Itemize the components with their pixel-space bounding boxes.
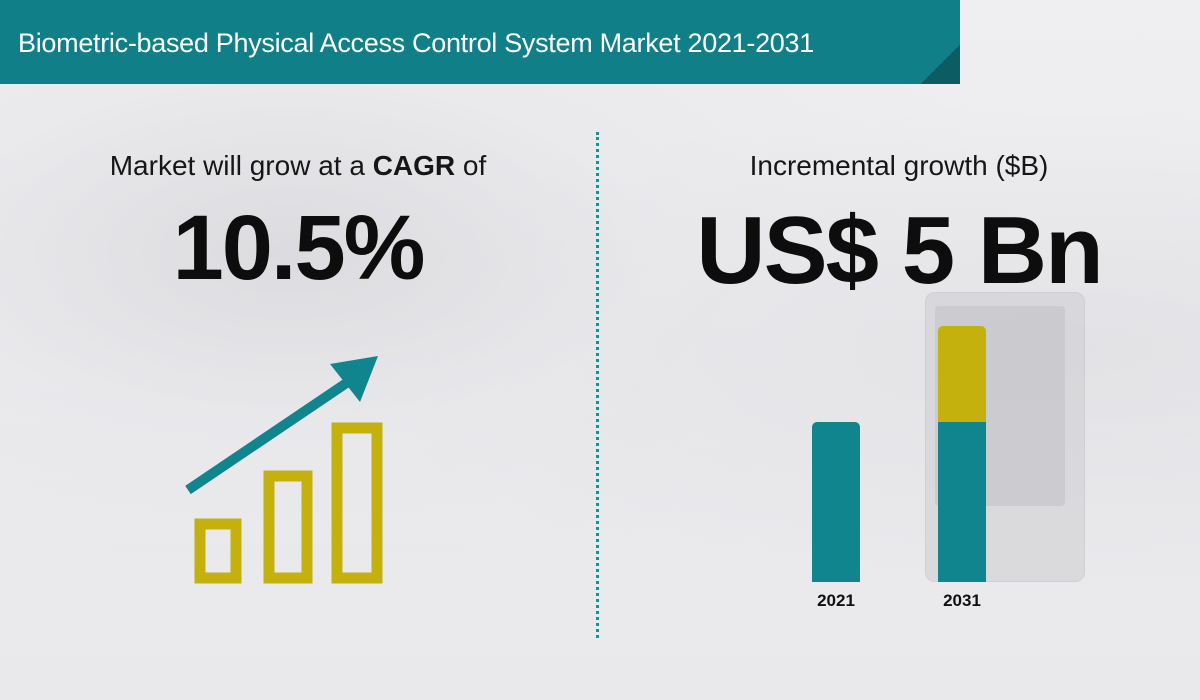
bar-label-2031: 2031 [943, 591, 981, 610]
growth-icon-bar-medium [263, 470, 313, 584]
growth-icon-arrow-shaft [185, 377, 351, 495]
cagr-label-suffix: of [455, 150, 487, 181]
cagr-label: Market will grow at a CAGR of [0, 150, 596, 182]
bar-2031-segment-2-base [938, 332, 986, 422]
cagr-label-bold: CAGR [372, 150, 456, 181]
bar-2031-segment-1 [938, 422, 986, 582]
cagr-value: 10.5% [172, 197, 426, 299]
cagr-label-prefix: Market will grow at a [109, 150, 373, 181]
section-divider [596, 132, 599, 638]
growth-icon-bar-small [194, 518, 242, 584]
incremental-growth-label: Incremental growth ($B) [749, 150, 1049, 181]
page-title: Biometric-based Physical Access Control … [18, 28, 814, 58]
header-banner: Biometric-based Physical Access Control … [0, 0, 960, 84]
growth-bars-arrow-icon [185, 356, 383, 584]
header-banner-shape [0, 0, 960, 84]
growth-icon-arrow-head [330, 356, 378, 402]
bar-2021-segment-1-base [812, 428, 860, 582]
incremental-growth-value: US$ 5 Bn [696, 197, 1103, 304]
growth-icon-bar-large [331, 422, 383, 584]
incremental-bar-chart: 2021 2031 [812, 326, 986, 610]
bar-label-2021: 2021 [817, 591, 855, 610]
